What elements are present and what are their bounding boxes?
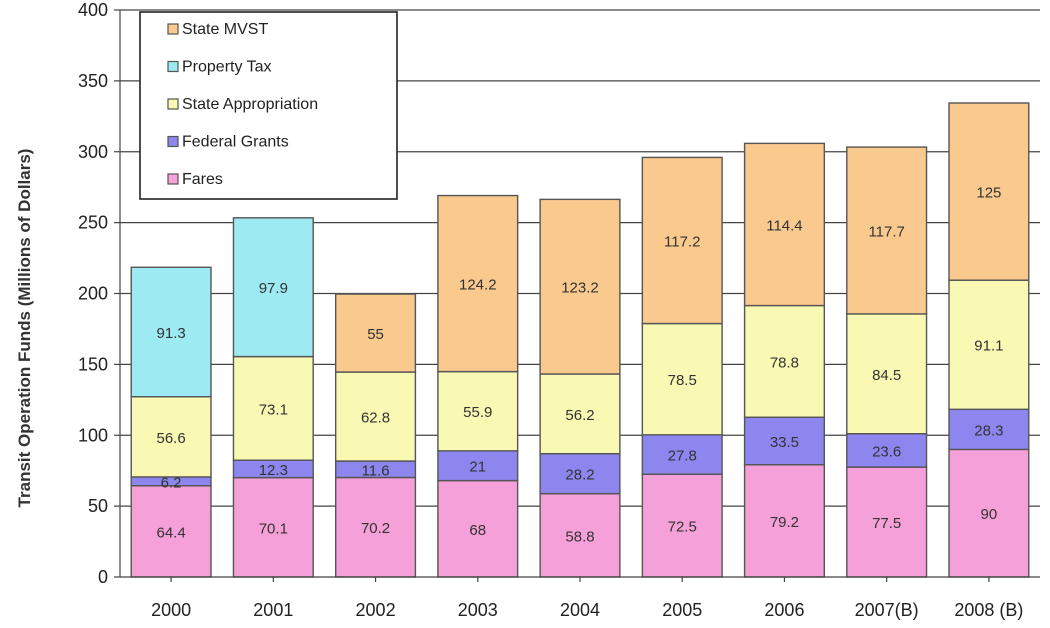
data-label: 84.5	[872, 367, 901, 384]
y-axis: 0 50 100 150 200 250 300 350 400	[78, 0, 121, 587]
data-label: 79.2	[770, 514, 799, 531]
legend-label: Fares	[182, 171, 223, 188]
y-tick-label: 50	[88, 496, 108, 516]
data-label: 28.2	[565, 467, 594, 484]
bar-segment	[539, 452, 621, 495]
legend-box	[139, 11, 398, 200]
data-label: 114.4	[766, 217, 802, 234]
y-axis-label: Transit Operation Funds (Millions of Dol…	[15, 149, 34, 508]
legend: State MVST Property Tax State Appropriatio…	[139, 11, 398, 200]
data-label: 28.3	[974, 422, 1003, 439]
data-label: 123.2	[561, 280, 599, 297]
data-label: 33.5	[770, 434, 799, 451]
bar-segment	[743, 304, 826, 418]
data-label: 11.6	[362, 462, 390, 479]
data-label: 23.6	[872, 443, 901, 460]
data-label: 27.8	[668, 448, 697, 465]
bar-segment	[539, 373, 621, 455]
bar-segment	[232, 217, 314, 358]
data-label: 77.5	[872, 515, 901, 532]
x-tick-label: 2001	[253, 600, 293, 620]
data-label: 64.4	[157, 524, 186, 541]
y-tick-label: 0	[98, 567, 108, 587]
legend-swatch	[167, 60, 179, 73]
data-label: 55.9	[463, 404, 492, 421]
legend-label: Property Tax	[182, 59, 272, 76]
bar-segment	[948, 408, 1030, 451]
x-axis: 2000 2001 2002 2003 2004 2005 2006 2007(B) 2008 …	[120, 576, 1040, 620]
x-tick-label: 2005	[662, 600, 702, 620]
bar-segment	[948, 102, 1030, 281]
x-tick-label: 2003	[458, 600, 498, 620]
bar-segment	[743, 142, 826, 307]
x-tick-label: 2007(B)	[855, 600, 919, 620]
data-label: 78.8	[770, 354, 799, 371]
bar-segment	[846, 466, 928, 578]
bar-segment	[334, 476, 417, 578]
legend-label: State MVST	[182, 21, 268, 38]
data-label: 124.2	[459, 277, 497, 294]
x-tick-label: 2000	[151, 600, 191, 620]
data-label: 21	[469, 459, 486, 476]
bar-segment	[130, 395, 212, 478]
x-tick-label: 2004	[560, 600, 600, 620]
data-label: 6.2	[161, 474, 182, 491]
data-label: 125	[976, 185, 1001, 202]
data-label: 78.5	[668, 372, 697, 389]
data-label: 70.2	[361, 520, 390, 537]
legend-label: State Appropriation	[182, 96, 318, 113]
data-label: 97.9	[259, 280, 288, 297]
bar-segment	[539, 492, 621, 578]
bar-segment	[641, 156, 723, 325]
x-tick-label: 2008 (B)	[954, 600, 1023, 620]
y-tick-label: 350	[78, 71, 108, 91]
data-label: 72.5	[668, 519, 697, 536]
bar-segment	[334, 371, 417, 462]
data-label: 91.1	[974, 338, 1003, 355]
legend-swatch	[167, 135, 179, 148]
x-tick-label: 2006	[764, 600, 804, 620]
y-tick-label: 250	[78, 213, 108, 233]
data-label: 68	[469, 522, 486, 539]
data-label: 117.2	[664, 233, 700, 250]
data-label: 56.6	[157, 430, 186, 447]
data-label: 55	[367, 326, 384, 343]
y-tick-label: 400	[78, 0, 108, 20]
bar-segment	[539, 198, 621, 375]
data-label: 90	[981, 506, 998, 523]
bar-segment	[232, 355, 314, 461]
bar-segment	[948, 448, 1030, 578]
bar-segment	[437, 450, 519, 482]
data-label: 73.1	[259, 401, 288, 418]
data-label: 70.1	[259, 520, 288, 537]
bar-segment	[743, 416, 826, 466]
data-label: 62.8	[361, 410, 390, 427]
data-label: 12.3	[259, 462, 288, 479]
bar-segment	[130, 266, 212, 398]
legend-label: Federal Grants	[182, 134, 289, 151]
data-label: 58.8	[565, 528, 594, 545]
bar-segment	[641, 473, 723, 578]
bar-segment	[846, 432, 928, 468]
y-tick-label: 300	[78, 142, 108, 162]
data-label: 56.2	[565, 407, 594, 424]
x-tick-label: 2002	[356, 600, 396, 620]
legend-swatch	[167, 98, 179, 110]
bar-segment	[437, 479, 519, 578]
bars: 64.4 6.2 56.6 91.3 70.1 12.3 73.1 97.9 70.2 11.6 6…	[130, 102, 1030, 578]
bar-segment	[232, 476, 314, 578]
bar-segment	[846, 146, 928, 315]
y-tick-label: 100	[78, 425, 108, 445]
bar-segment	[846, 313, 928, 435]
bar-segment	[334, 293, 417, 373]
data-label: 91.3	[157, 325, 186, 342]
y-tick-label: 200	[78, 284, 108, 304]
y-tick-label: 150	[78, 354, 108, 374]
data-label: 117.7	[868, 223, 904, 240]
legend-swatch	[167, 173, 179, 185]
bar-segment	[437, 194, 519, 373]
legend-swatch	[167, 23, 179, 35]
